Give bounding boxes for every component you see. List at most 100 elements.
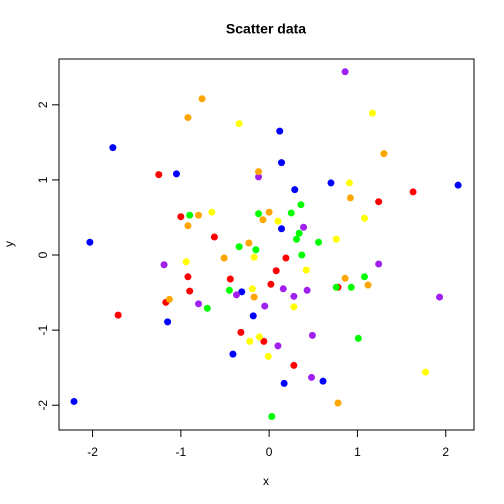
point <box>308 373 316 381</box>
point <box>354 334 362 342</box>
point <box>208 208 216 216</box>
point <box>274 217 282 225</box>
point <box>302 266 310 274</box>
point <box>291 186 299 194</box>
point <box>186 211 194 219</box>
point <box>268 412 276 420</box>
point <box>109 144 117 152</box>
point <box>315 238 323 246</box>
point <box>454 181 462 189</box>
point <box>182 258 190 266</box>
point <box>164 318 172 326</box>
point <box>232 291 240 299</box>
point <box>278 159 286 167</box>
point <box>303 286 311 294</box>
point <box>177 213 185 221</box>
x-tick-label: -1 <box>176 445 187 459</box>
point <box>346 179 353 187</box>
point <box>341 68 349 76</box>
point <box>308 331 316 339</box>
point <box>380 150 388 158</box>
point <box>246 337 254 345</box>
point <box>334 399 342 407</box>
point <box>298 251 306 259</box>
point <box>229 350 237 358</box>
point <box>332 283 340 291</box>
point <box>165 295 173 303</box>
point <box>250 293 258 301</box>
point <box>210 233 218 241</box>
point <box>195 211 203 219</box>
point <box>361 214 369 222</box>
point <box>203 304 211 312</box>
point <box>252 246 260 254</box>
point <box>282 254 290 262</box>
point <box>172 170 180 178</box>
point <box>332 235 340 243</box>
point <box>267 280 275 288</box>
x-tick-label: -2 <box>87 445 98 459</box>
point <box>225 286 233 294</box>
point <box>375 198 383 206</box>
point <box>368 109 376 117</box>
point <box>280 379 288 387</box>
point <box>421 368 429 376</box>
point <box>198 95 206 103</box>
point <box>290 361 298 369</box>
point <box>86 238 94 246</box>
y-tick-label: -1 <box>36 324 50 335</box>
point <box>255 333 263 341</box>
point <box>260 337 268 345</box>
x-tick-label: 2 <box>442 445 449 459</box>
point <box>238 288 246 296</box>
point <box>237 328 245 336</box>
point <box>160 261 168 269</box>
y-tick-label: 2 <box>36 101 50 108</box>
point <box>341 274 349 282</box>
point <box>279 285 287 293</box>
y-tick-label: 0 <box>36 251 50 258</box>
point <box>248 285 256 293</box>
point <box>235 120 243 128</box>
point <box>70 397 78 405</box>
point <box>327 179 335 187</box>
point <box>255 173 263 181</box>
point <box>249 312 257 320</box>
point <box>297 201 305 209</box>
x-tick-label: 1 <box>354 445 361 459</box>
point <box>261 302 269 310</box>
point <box>259 216 267 224</box>
point <box>235 243 243 251</box>
x-tick-label: 0 <box>266 445 273 459</box>
point <box>436 293 444 301</box>
y-axis-label: y <box>2 241 16 247</box>
chart-title: Scatter data <box>226 21 306 37</box>
point <box>272 267 280 275</box>
point <box>255 168 263 176</box>
point <box>264 352 272 360</box>
point <box>290 292 298 300</box>
point <box>287 209 295 217</box>
point <box>375 260 383 268</box>
point <box>220 254 228 262</box>
point <box>364 281 372 289</box>
plot-frame <box>58 58 475 431</box>
x-axis-label: x <box>263 474 269 488</box>
point <box>184 222 192 230</box>
point <box>250 253 258 261</box>
point <box>274 342 282 350</box>
point <box>226 275 234 283</box>
point <box>319 377 327 385</box>
point <box>290 303 298 311</box>
point <box>293 235 301 243</box>
point <box>245 239 253 247</box>
point <box>155 171 163 179</box>
point <box>184 273 192 281</box>
point <box>265 208 273 216</box>
point <box>361 273 369 281</box>
point <box>300 223 308 231</box>
point <box>278 225 286 233</box>
point <box>346 194 354 202</box>
